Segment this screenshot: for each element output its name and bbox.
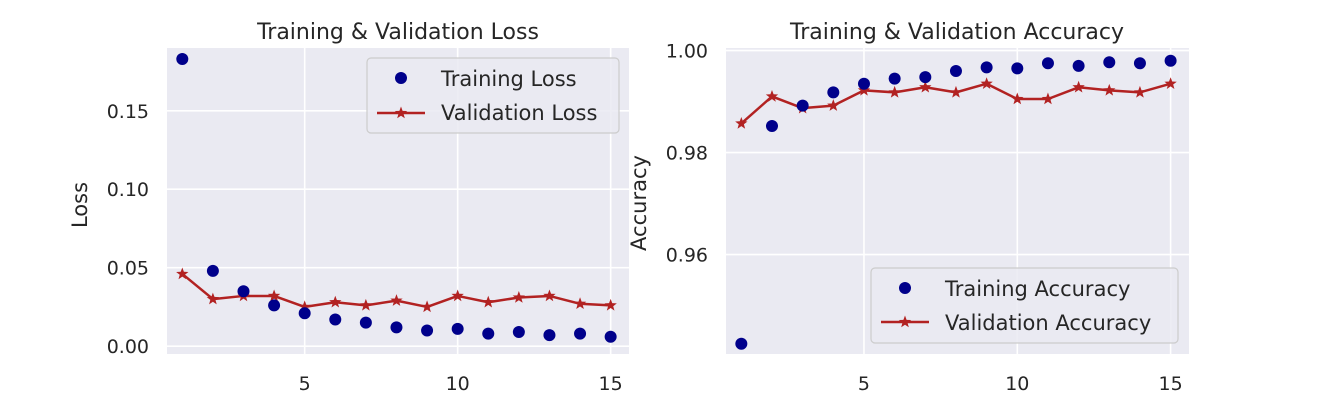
- accuracy-validation-point: [765, 89, 779, 102]
- accuracy-training-point: [1103, 56, 1116, 69]
- loss-training-point: [390, 321, 403, 334]
- accuracy-chart-title: Training & Validation Accuracy: [789, 20, 1124, 45]
- loss-training-point: [268, 299, 281, 312]
- loss-training-point: [176, 52, 189, 65]
- accuracy-validation-point: [1133, 85, 1147, 98]
- accuracy-validation-point: [1164, 77, 1177, 89]
- accuracy-ticks: 5 10 15 0.96 0.98 1.00: [666, 41, 1183, 395]
- accuracy-validation-point: [1011, 92, 1024, 105]
- accuracy-training-point: [735, 337, 748, 350]
- loss-y-tick-label: 0.15: [107, 101, 149, 123]
- loss-validation-point: [482, 295, 495, 308]
- loss-training-point: [359, 316, 372, 329]
- loss-training-point: [451, 322, 464, 335]
- loss-training-point: [237, 285, 250, 298]
- accuracy-y-tick-label: 1.00: [666, 41, 708, 63]
- accuracy-legend-box: [870, 267, 1179, 344]
- loss-training-point: [421, 324, 434, 337]
- legend-validation-loss-label: Validation Loss: [441, 101, 597, 125]
- accuracy-training-point: [919, 71, 932, 84]
- legend-training-loss-label: Training Loss: [440, 67, 577, 91]
- loss-y-tick-label: 0.05: [107, 258, 149, 280]
- accuracy-validation-point: [919, 80, 932, 93]
- accuracy-training-point: [857, 77, 870, 90]
- legend-validation-accuracy-marker: [898, 315, 912, 328]
- loss-validation-point: [420, 300, 434, 313]
- loss-x-tick-label: 5: [299, 373, 311, 395]
- accuracy-training-point: [1072, 59, 1085, 72]
- loss-y-axis-label: Loss: [68, 182, 92, 228]
- loss-training-point: [482, 327, 495, 340]
- loss-ticks: 5 10 15 0.00 0.05 0.10 0.15: [107, 101, 623, 395]
- legend-training-accuracy-label: Training Accuracy: [944, 277, 1130, 301]
- legend-training-accuracy-marker: [899, 282, 911, 294]
- loss-chart-title: Training & Validation Loss: [256, 20, 539, 45]
- loss-validation-point: [267, 289, 281, 302]
- accuracy-training-point: [1133, 57, 1146, 70]
- loss-validation-point: [543, 289, 556, 302]
- loss-legend: Training Loss Validation Loss: [366, 57, 620, 134]
- loss-training-point: [512, 326, 525, 339]
- accuracy-validation-point: [888, 85, 901, 98]
- loss-training-point: [543, 329, 556, 342]
- accuracy-chart: 5 10 15 0.96 0.98 1.00 Training & Validation …: [627, 20, 1189, 395]
- accuracy-validation-point: [857, 83, 871, 96]
- accuracy-y-axis-label: Accuracy: [627, 155, 651, 251]
- accuracy-x-tick-label: 10: [1005, 373, 1029, 395]
- accuracy-training-point: [1164, 54, 1177, 67]
- loss-training-point: [329, 313, 342, 326]
- accuracy-training-point: [765, 120, 778, 133]
- loss-validation-point: [604, 298, 617, 311]
- loss-chart: 5 10 15 0.00 0.05 0.10 0.15 Training & Validat…: [68, 20, 629, 395]
- loss-marks: [176, 52, 617, 343]
- loss-validation-point: [298, 300, 311, 313]
- accuracy-marks: [735, 54, 1177, 350]
- loss-training-point: [206, 264, 219, 277]
- loss-validation-point: [451, 289, 464, 302]
- accuracy-validation-point: [735, 116, 748, 129]
- loss-validation-point: [206, 292, 220, 305]
- accuracy-training-point: [1041, 57, 1054, 70]
- loss-validation-point: [176, 267, 189, 280]
- accuracy-validation-point: [949, 85, 963, 98]
- accuracy-legend: Training Accuracy Validation Accuracy: [870, 267, 1179, 344]
- accuracy-training-point: [949, 64, 962, 77]
- accuracy-training-point: [888, 72, 901, 85]
- loss-validation-point: [329, 295, 342, 308]
- accuracy-x-tick-label: 15: [1159, 373, 1183, 395]
- loss-x-tick-label: 15: [599, 373, 623, 395]
- loss-validation-point: [390, 294, 403, 306]
- accuracy-y-tick-label: 0.98: [666, 143, 708, 165]
- loss-legend-box: [366, 57, 620, 134]
- loss-training-point: [574, 327, 587, 340]
- loss-y-tick-label: 0.10: [107, 179, 149, 201]
- accuracy-training-point: [1011, 62, 1024, 75]
- legend-validation-accuracy-label: Validation Accuracy: [945, 311, 1151, 335]
- loss-validation-point: [512, 291, 526, 303]
- loss-validation-point: [359, 298, 373, 311]
- loss-training-point: [298, 307, 311, 320]
- accuracy-training-point: [980, 61, 993, 74]
- loss-y-tick-label: 0.00: [107, 336, 149, 358]
- accuracy-training-point: [796, 99, 809, 112]
- loss-x-tick-label: 10: [446, 373, 470, 395]
- loss-training-point: [604, 330, 617, 343]
- accuracy-validation-point: [1072, 80, 1085, 93]
- accuracy-y-tick-label: 0.96: [666, 245, 708, 267]
- accuracy-validation-point: [980, 77, 993, 89]
- legend-training-loss-marker: [395, 72, 407, 84]
- legend-validation-loss-marker: [394, 106, 408, 119]
- accuracy-x-tick-label: 5: [858, 373, 870, 395]
- loss-legend-star: [394, 106, 408, 119]
- accuracy-validation-point: [1041, 92, 1055, 105]
- accuracy-validation-point: [827, 99, 840, 111]
- accuracy-legend-star: [898, 315, 912, 328]
- loss-validation-point: [573, 297, 587, 310]
- accuracy-validation-point: [1103, 83, 1116, 96]
- accuracy-training-point: [827, 86, 840, 99]
